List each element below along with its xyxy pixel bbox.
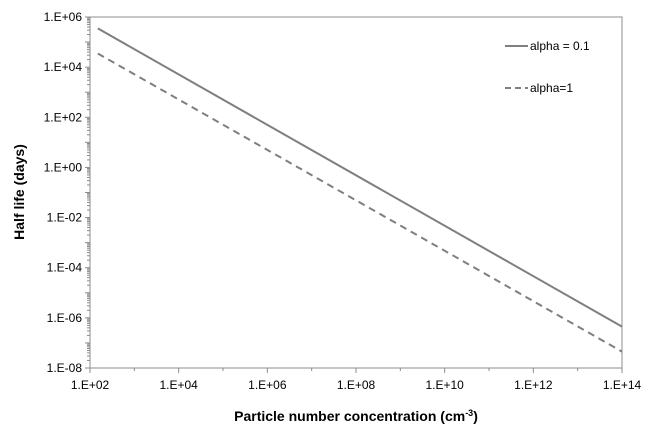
x-tick-label: 1.E+12 <box>514 378 553 392</box>
series-line-alpha-0.1 <box>97 27 623 328</box>
series-layer <box>97 27 623 353</box>
x-axis-title-suffix: ) <box>473 408 478 424</box>
x-axis-title-superscript: -3 <box>465 408 473 418</box>
y-axis-title: Half life (days) <box>11 144 27 240</box>
y-tick-label: 1.E-08 <box>47 361 83 375</box>
x-tick-label: 1.E+04 <box>159 378 198 392</box>
x-axis: 1.E+02 1.E+04 1.E+06 1.E+08 1.E+10 1.E+12 1.E+… <box>71 368 642 392</box>
legend-label-alpha-0.1: alpha = 0.1 <box>530 39 590 53</box>
y-tick-label: 1.E+00 <box>44 160 83 174</box>
y-axis: 1.E+06 1.E+04 1.E+02 1.E+00 1.E-02 1.E-04 1.E-… <box>44 10 90 375</box>
y-tick-label: 1.E+04 <box>44 60 83 74</box>
series-line-alpha-1 <box>97 52 623 353</box>
x-tick-label: 1.E+10 <box>425 378 464 392</box>
y-tick-label: 1.E+06 <box>44 10 83 24</box>
x-axis-title: Particle number concentration (cm-3) <box>234 408 478 424</box>
x-tick-label: 1.E+14 <box>603 378 642 392</box>
x-axis-title-main: Particle number concentration (cm <box>234 408 465 424</box>
y-tick-label: 1.E-06 <box>47 311 83 325</box>
x-tick-label: 1.E+02 <box>71 378 110 392</box>
legend-label-alpha-1: alpha=1 <box>530 81 573 95</box>
x-tick-label: 1.E+06 <box>248 378 287 392</box>
y-tick-label: 1.E-02 <box>47 211 83 225</box>
y-tick-label: 1.E-04 <box>47 261 83 275</box>
y-tick-label: 1.E+02 <box>44 110 83 124</box>
legend: alpha = 0.1 alpha=1 <box>505 39 590 95</box>
x-tick-label: 1.E+08 <box>337 378 376 392</box>
